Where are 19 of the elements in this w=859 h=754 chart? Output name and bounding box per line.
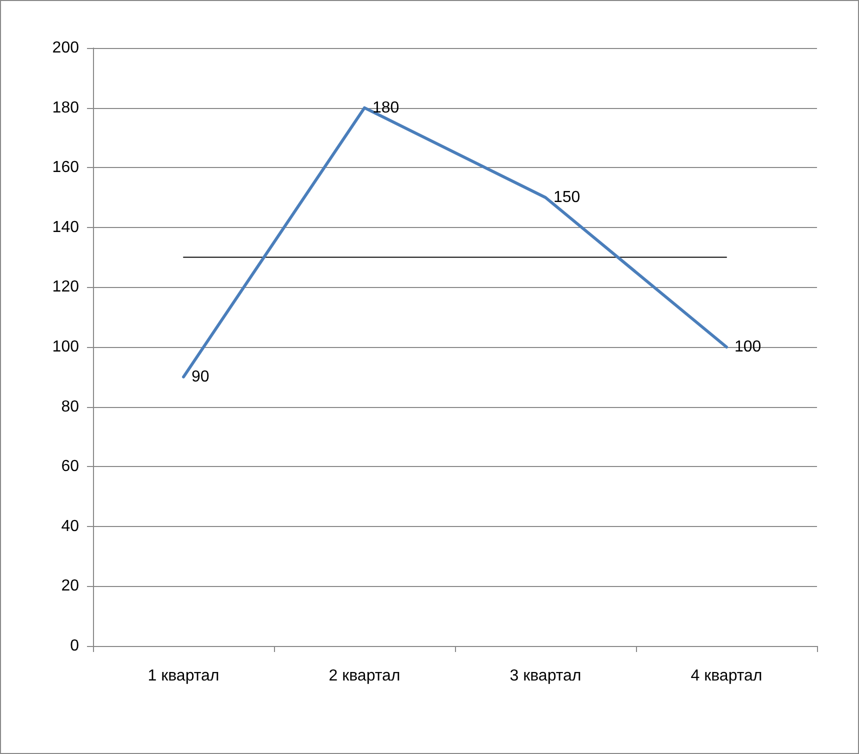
x-tick-label: 3 квартал: [510, 668, 582, 684]
y-tick-label: 140: [52, 218, 80, 236]
data-label: 100: [734, 338, 762, 356]
x-tick-label: 1 квартал: [148, 668, 220, 684]
y-tick-label: 60: [61, 458, 80, 476]
x-tick-label: 2 квартал: [328, 668, 400, 684]
y-tick-label: 180: [52, 99, 80, 116]
y-tick-label: 160: [52, 159, 80, 176]
y-tick-label: 100: [52, 338, 80, 356]
y-tick-label: 0: [70, 638, 80, 654]
y-tick-label: 120: [52, 278, 80, 296]
y-tick-label: 20: [61, 578, 80, 595]
y-tick-label: 200: [52, 40, 80, 56]
data-label: 150: [554, 189, 580, 206]
x-tick-label: 4 квартал: [690, 668, 762, 684]
data-label: 180: [372, 99, 400, 116]
y-tick-label: 40: [61, 518, 80, 535]
y-tick-label: 80: [61, 398, 80, 416]
data-label: 90: [192, 368, 210, 386]
